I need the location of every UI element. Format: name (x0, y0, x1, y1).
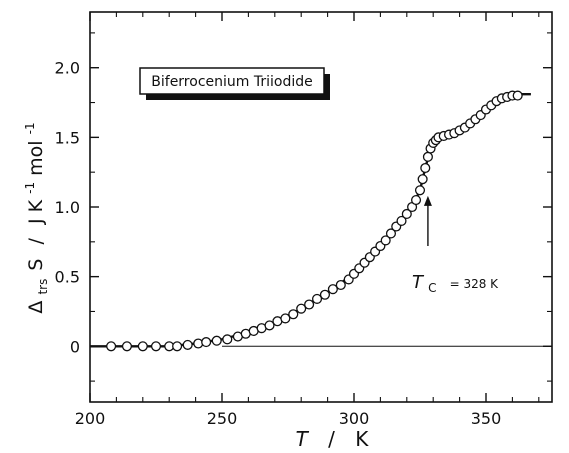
data-point (211, 335, 222, 346)
data-point (137, 341, 148, 352)
data-point (201, 337, 212, 348)
x-axis-label-unit: K (355, 427, 369, 451)
y-tick-label: 2.0 (55, 59, 80, 78)
x-tick-label: 200 (75, 409, 106, 428)
x-tick-label: 350 (471, 409, 502, 428)
data-point (182, 339, 193, 350)
data-point (311, 293, 323, 304)
data-point (150, 341, 162, 352)
data-point (380, 235, 391, 246)
x-axis-label-separator: / (328, 427, 335, 451)
y-axis-label-delta: Δ (25, 301, 47, 314)
y-axis-label-separator: / (25, 237, 47, 244)
y-tick-label: 0 (70, 337, 80, 356)
data-point (172, 341, 183, 352)
y-axis-label-unit-mid: mol (25, 140, 47, 175)
data-point (335, 279, 346, 291)
data-point (414, 185, 426, 196)
y-axis-label: Δ trs S / J K -1 mol -1 (17, 122, 52, 313)
data-point (296, 303, 307, 314)
y-tick-label: 1.5 (55, 128, 80, 147)
tc-annotation: T C = 328 K (412, 272, 499, 296)
y-axis-label-sub: trs (36, 279, 50, 295)
data-point (288, 309, 299, 320)
data-point (121, 341, 133, 352)
data-point (401, 208, 412, 220)
label-box-text: Biferrocenium Triiodide (151, 74, 312, 90)
y-tick-label: 0.5 (55, 268, 80, 287)
tc-annotation-symbol: T (412, 272, 425, 293)
data-point (410, 194, 422, 206)
tc-arrow-head (423, 195, 432, 206)
data-point (512, 90, 523, 101)
data-point (319, 289, 331, 300)
x-axis-label-symbol: T (296, 427, 310, 451)
data-point (327, 284, 338, 295)
data-point (222, 334, 233, 345)
y-axis-label-exp2: -1 (23, 122, 37, 134)
y-tick-label: 1.0 (55, 198, 80, 217)
data-point (422, 151, 433, 162)
data-point (280, 313, 291, 324)
x-axis-label: T / K (296, 427, 370, 451)
data-point (385, 228, 397, 239)
x-tick-label: 250 (207, 409, 238, 428)
data-point (417, 174, 428, 185)
y-axis-label-exp1: -1 (23, 182, 37, 194)
y-axis-label-unit-main: J K (25, 199, 47, 225)
label-box: Biferrocenium Triiodide (139, 67, 330, 100)
y-axis-label-symbol: S (25, 259, 47, 271)
tc-annotation-sub: C (428, 281, 436, 295)
data-point (304, 299, 315, 310)
data-point (396, 215, 407, 226)
data-point (106, 341, 117, 352)
label-box-frame (139, 67, 325, 95)
tc-annotation-value: = 328 K (450, 277, 500, 291)
plot-area: 200 250 300 350 0 0.5 1.0 1.5 2.0 (55, 11, 553, 428)
data-point (264, 320, 275, 331)
x-tick-label: 300 (339, 409, 370, 428)
data-point (420, 162, 431, 174)
